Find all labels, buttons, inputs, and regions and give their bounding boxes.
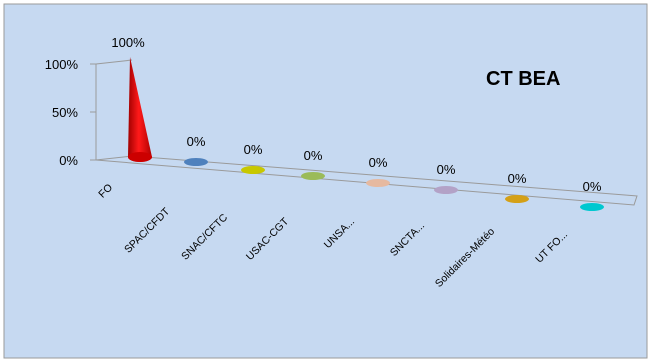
data-label: 0% (369, 155, 388, 170)
y-tick-label: 100% (45, 57, 79, 72)
bar-disc (366, 179, 390, 187)
wall-top-edge (95, 59, 133, 65)
bar-marks: 100% 0% 0% 0% 0% 0% 0% 0% (111, 35, 604, 211)
data-label: 0% (304, 148, 323, 163)
data-label: 100% (111, 35, 145, 50)
y-tick-labels: 0% 50% 100% (45, 57, 96, 168)
bar-disc (434, 186, 458, 194)
bar-disc (184, 158, 208, 166)
data-label: 0% (244, 142, 263, 157)
bar-disc (241, 166, 265, 174)
bar-disc (505, 195, 529, 203)
bar-cone-base (128, 152, 152, 162)
y-tick-label: 0% (59, 153, 78, 168)
data-label: 0% (187, 134, 206, 149)
bar-disc (580, 203, 604, 211)
chart-background (3, 3, 648, 359)
data-label: 0% (437, 162, 456, 177)
data-label: 0% (583, 179, 602, 194)
bar-disc (301, 172, 325, 180)
y-tick-label: 50% (52, 105, 78, 120)
bar-cone (128, 57, 152, 162)
data-label: 0% (508, 171, 527, 186)
chart-title: CT BEA (486, 68, 560, 90)
